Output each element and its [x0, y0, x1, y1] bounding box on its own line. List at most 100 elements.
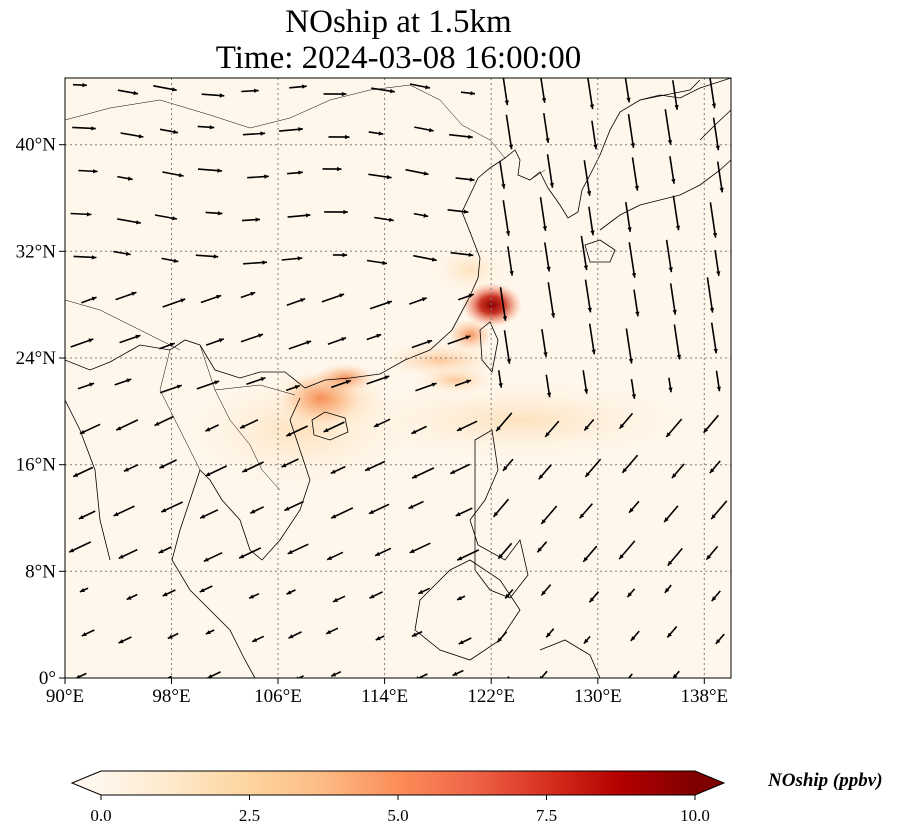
- wind-arrow-head: [171, 87, 177, 92]
- wind-arrow-head: [214, 380, 220, 385]
- wind-arrow-head: [127, 176, 133, 181]
- wind-arrow-head: [126, 595, 132, 600]
- wind-arrow-head: [339, 293, 345, 298]
- wind-arrow-head: [505, 593, 510, 599]
- wind-arrow-shaft: [710, 322, 718, 354]
- wind-arrow-head: [345, 380, 351, 385]
- wind-arrow-head: [418, 589, 424, 594]
- wind-arrow-head: [91, 126, 96, 131]
- wind-arrow-head: [455, 512, 461, 516]
- wind-arrow-head: [452, 671, 458, 676]
- wind-arrow-shaft: [625, 328, 633, 364]
- wind-arrow-shaft: [757, 69, 762, 104]
- wind-arrow-head: [498, 553, 503, 559]
- wind-arrow-head: [369, 509, 374, 514]
- wind-arrow-head: [431, 382, 437, 387]
- wind-arrow-shaft: [757, 673, 766, 683]
- wind-arrow-head: [667, 140, 673, 145]
- wind-arrow-shaft: [748, 587, 757, 598]
- wind-arrow-shaft: [754, 631, 760, 638]
- wind-arrow-shaft: [669, 283, 677, 315]
- wind-arrow-head: [136, 220, 141, 225]
- wind-arrow-head: [172, 216, 177, 221]
- wind-arrow-head: [286, 720, 291, 724]
- lon-tick-label: 106°E: [254, 686, 302, 707]
- wind-arrow-shaft: [712, 117, 720, 151]
- wind-arrow-head: [88, 338, 94, 343]
- wind-arrow-head: [711, 514, 716, 520]
- wind-arrow-head: [541, 519, 546, 524]
- wind-arrow-shaft: [250, 723, 259, 727]
- wind-arrow-head: [284, 506, 290, 511]
- wind-arrow-head: [330, 469, 336, 474]
- wind-arrow-shaft: [755, 285, 760, 320]
- wind-arrow-shaft: [499, 287, 507, 321]
- wind-arrow-head: [327, 555, 333, 560]
- wind-arrow-shaft: [745, 455, 759, 472]
- wind-arrow-head: [675, 225, 681, 231]
- wind-arrow-shaft: [749, 498, 763, 515]
- wind-arrow-head: [323, 428, 329, 432]
- wind-arrow-shaft: [712, 720, 721, 731]
- gridlines: [65, 78, 731, 678]
- wind-arrow-head: [468, 252, 474, 257]
- wind-arrow-head: [619, 554, 624, 560]
- wind-arrow-head: [543, 719, 548, 724]
- wind-arrow-head: [281, 463, 287, 468]
- wind-arrow-shaft: [297, 675, 304, 678]
- wind-arrow-head: [585, 472, 590, 477]
- lon-tick-label: 98°E: [152, 686, 190, 707]
- wind-arrow-shaft: [673, 324, 681, 360]
- wind-arrow-head: [79, 588, 85, 592]
- wind-arrow-head: [584, 425, 589, 431]
- wind-arrow-head: [116, 426, 122, 431]
- wind-arrow-head: [671, 178, 676, 184]
- wind-arrow-head: [750, 721, 755, 726]
- wind-arrow-head: [753, 433, 758, 438]
- wind-arrow-head: [369, 594, 375, 599]
- wind-arrow-head: [709, 307, 715, 313]
- wind-arrow-head: [465, 335, 471, 340]
- wind-arrow-shaft: [371, 721, 382, 726]
- wind-arrow-shaft: [505, 114, 513, 150]
- wind-arrow-head: [541, 98, 547, 103]
- wind-arrow-head: [389, 217, 394, 222]
- wind-arrow-head: [255, 217, 260, 222]
- wind-arrow-shaft: [588, 206, 594, 236]
- wind-arrow-shaft: [752, 243, 757, 275]
- lat-tick-label: 40°N: [16, 135, 57, 156]
- wind-arrow-head: [89, 382, 95, 387]
- wind-arrow-head: [715, 639, 721, 644]
- wind-arrow-head: [627, 592, 632, 598]
- colorbar-tick-label: 7.5: [535, 806, 558, 825]
- wind-arrow-head: [463, 209, 469, 214]
- wind-arrow-head: [91, 296, 97, 301]
- wind-arrow-head: [749, 510, 754, 515]
- longitude-labels: 90°E 98°E 106°E 114°E 122°E 130°E 138°E: [46, 686, 728, 707]
- wind-arrow-head: [384, 375, 390, 380]
- wind-arrow-head: [667, 632, 672, 638]
- wind-arrow-head: [159, 464, 165, 469]
- wind-arrow-head: [69, 548, 75, 553]
- colorbar-tick-label: 2.5: [238, 806, 261, 825]
- wind-arrow-head: [428, 127, 434, 133]
- wind-arrow-shaft: [416, 673, 428, 678]
- wind-arrow-shaft: [588, 323, 596, 355]
- wind-arrow-head: [630, 143, 635, 148]
- wind-arrow-shaft: [540, 670, 548, 678]
- wind-arrow-shaft: [715, 677, 717, 678]
- lon-tick-label: 90°E: [46, 686, 84, 707]
- wind-arrow-head: [202, 716, 207, 720]
- country-borders: [65, 84, 546, 491]
- wind-arrow-head: [343, 209, 348, 215]
- wind-arrow-head: [162, 592, 168, 597]
- wind-arrow-head: [665, 718, 670, 723]
- wind-arrow-head: [546, 632, 551, 638]
- colorbar-min-extend: [72, 771, 101, 795]
- wind-arrow-head: [425, 85, 430, 90]
- wind-arrow-shaft: [760, 331, 764, 358]
- wind-arrow-head: [378, 131, 384, 136]
- wind-arrow-head: [262, 260, 267, 265]
- wind-arrow-head: [421, 297, 427, 302]
